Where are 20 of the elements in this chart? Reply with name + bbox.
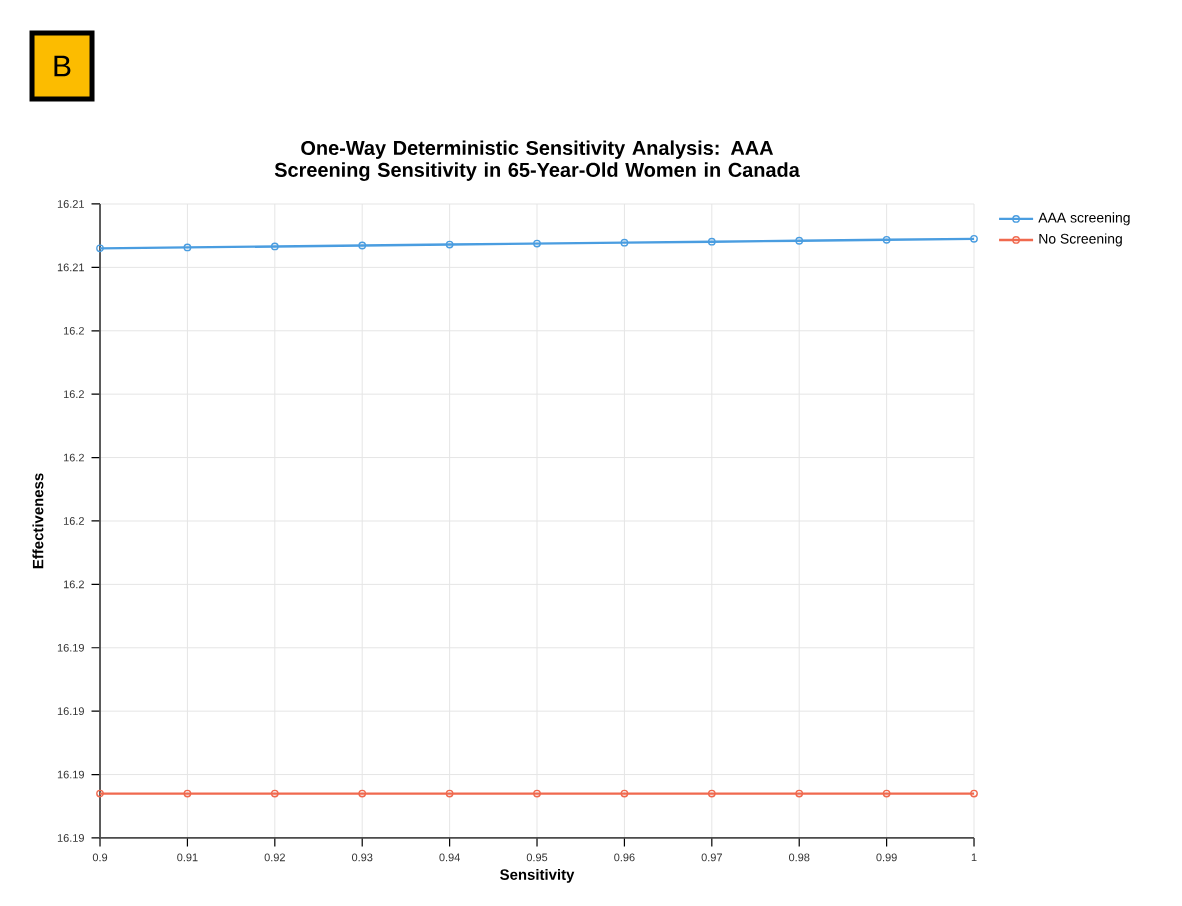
point <box>882 789 891 798</box>
point <box>795 789 804 798</box>
point <box>620 238 629 247</box>
point <box>358 241 367 250</box>
point <box>533 239 541 248</box>
point <box>445 789 454 798</box>
point <box>707 237 716 246</box>
point <box>270 242 279 251</box>
point <box>445 240 454 249</box>
point <box>795 236 804 245</box>
point <box>707 789 716 798</box>
point <box>358 789 367 798</box>
point <box>882 235 891 244</box>
point <box>183 243 192 252</box>
point <box>533 789 541 798</box>
text: B <box>54 55 71 77</box>
point <box>183 789 192 798</box>
point <box>270 789 279 798</box>
point <box>620 789 629 798</box>
chart-title: One-Way Deterministic Sensitivity Analysis: AAA Screening Sensitivity in 65-Year-Old Women in Canada <box>274 140 800 181</box>
